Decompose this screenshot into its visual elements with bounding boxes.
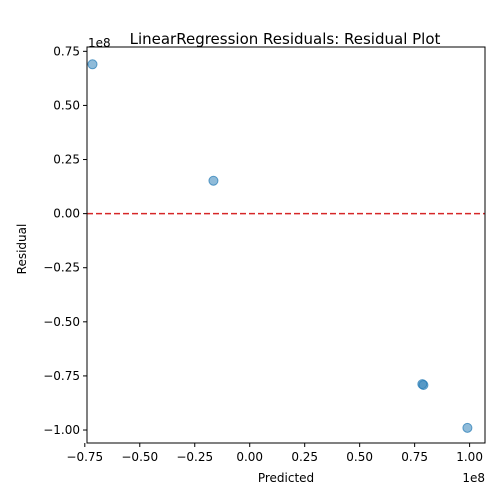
chart-title: LinearRegression Residuals: Residual Plo…	[130, 30, 441, 48]
scatter-point	[87, 59, 98, 70]
y-tick-label: 0.50	[53, 98, 80, 112]
y-tick-label: −0.75	[43, 369, 80, 383]
x-tick-label: −0.50	[121, 450, 158, 464]
x-axis-label: Predicted	[258, 471, 314, 485]
x-tick-label: 0.00	[236, 450, 263, 464]
scatter-point	[462, 422, 473, 433]
scatter-point	[418, 380, 429, 391]
x-tick-label: 0.75	[401, 450, 428, 464]
x-tick-label: −0.25	[176, 450, 213, 464]
x-tick-label: 0.25	[291, 450, 318, 464]
y-tick-label: −1.00	[43, 423, 80, 437]
y-tick-label: −0.25	[43, 261, 80, 275]
y-axis-label: Residual	[15, 224, 29, 275]
points-layer	[87, 59, 473, 433]
y-tick-label: −0.50	[43, 315, 80, 329]
x-tick-label: 1.00	[456, 450, 483, 464]
x-tick-label: −0.75	[66, 450, 103, 464]
plot-frame	[86, 46, 486, 444]
scatter-point	[208, 175, 219, 186]
y-tick-label: 0.00	[53, 207, 80, 221]
y-tick-label: 0.25	[53, 153, 80, 167]
x-offset-label: 1e8	[462, 471, 485, 485]
x-tick-label: 0.50	[346, 450, 373, 464]
ticks-layer: −0.75 −0.50 −0.25 0.00 0.25 0.50 0.75 1.00 0.75 0…	[43, 44, 483, 464]
y-tick-label: 0.75	[53, 44, 80, 58]
y-offset-label: 1e8	[88, 36, 111, 50]
